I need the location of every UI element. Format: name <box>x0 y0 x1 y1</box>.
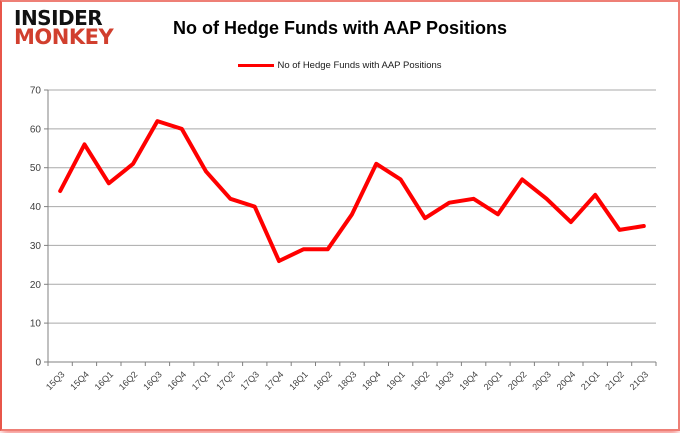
x-tick-label: 15Q3 <box>44 369 67 392</box>
x-tick-label: 17Q2 <box>214 369 237 392</box>
y-tick-label: 50 <box>30 163 42 174</box>
legend-label: No of Hedge Funds with AAP Positions <box>277 60 442 71</box>
x-tick-label: 19Q3 <box>433 369 456 392</box>
x-tick-label: 20Q1 <box>482 369 505 392</box>
logo-line-monkey: MONKEY <box>14 25 114 50</box>
y-tick-label: 20 <box>30 280 42 291</box>
x-tick-label: 16Q2 <box>117 369 140 392</box>
x-tick-label: 18Q4 <box>360 369 383 392</box>
x-tick-label: 18Q2 <box>311 369 334 392</box>
y-tick-label: 70 <box>30 86 42 97</box>
x-tick-label: 18Q3 <box>336 369 359 392</box>
x-tick-label: 20Q3 <box>530 369 553 392</box>
x-tick-label: 16Q1 <box>93 369 116 392</box>
y-tick-label: 40 <box>30 202 42 213</box>
x-tick-label: 17Q3 <box>238 369 261 392</box>
chart-title: No of Hedge Funds with AAP Positions <box>172 18 507 38</box>
x-tick-label: 16Q3 <box>141 369 164 392</box>
x-tick-label: 21Q3 <box>628 369 651 392</box>
x-tick-label: 19Q4 <box>457 369 480 392</box>
x-tick-label: 17Q1 <box>190 369 213 392</box>
y-tick-label: 60 <box>30 124 42 135</box>
series-line <box>58 119 646 263</box>
x-tick-label: 16Q4 <box>166 369 189 392</box>
insider-monkey-logo: INSIDER MONKEY <box>14 6 114 50</box>
y-tick-label: 10 <box>30 319 42 330</box>
legend-line-swatch <box>238 64 275 67</box>
y-tick-label: 0 <box>35 358 41 369</box>
legend: No of Hedge Funds with AAP Positions <box>2 60 678 71</box>
x-tick-label: 18Q1 <box>287 369 310 392</box>
y-tick-label: 30 <box>30 241 42 252</box>
x-tick-label: 20Q2 <box>506 369 529 392</box>
logo-line-insider: INSIDER <box>14 6 103 30</box>
x-tick-label: 17Q4 <box>263 369 286 392</box>
x-tick-label: 20Q4 <box>555 369 578 392</box>
x-tick-label: 19Q2 <box>409 369 432 392</box>
x-tick-label: 21Q2 <box>603 369 626 392</box>
x-tick-label: 21Q1 <box>579 369 602 392</box>
x-tick-label: 19Q1 <box>384 369 407 392</box>
x-tick-label: 15Q4 <box>68 369 91 392</box>
